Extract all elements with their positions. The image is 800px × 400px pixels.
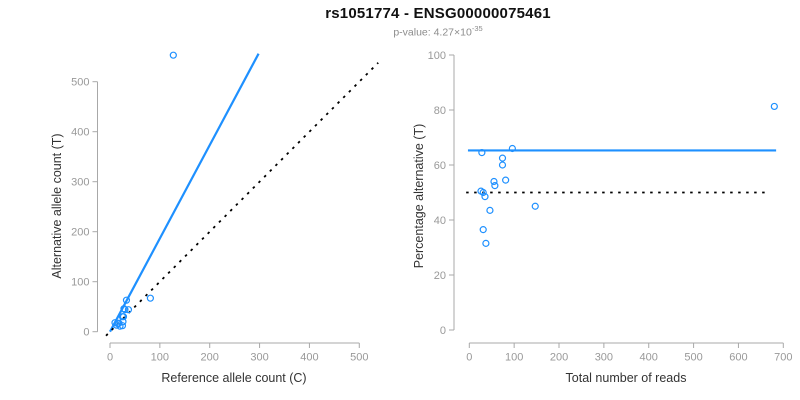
percentage-vs-reads-data-point — [498, 161, 507, 169]
percentage-vs-reads-x-tick-label: 400 — [640, 352, 658, 364]
figure-title: rs1051774 - ENSG00000075461 — [325, 5, 551, 22]
allele-counts-data-point — [169, 51, 177, 59]
allele-counts-data-point — [118, 322, 127, 330]
left-y-axis-title: Alternative allele count (T) — [50, 133, 64, 279]
allele-counts-x-tick-label: 400 — [300, 352, 318, 364]
allele-counts-y-tick-label: 500 — [71, 77, 89, 89]
percentage-vs-reads-data-point — [770, 102, 778, 111]
percentage-vs-reads-data-point — [498, 154, 507, 162]
allele-counts-x-tick-label: 100 — [151, 352, 169, 364]
figure-subtitle: p-value: 4.27×10-35 — [0, 24, 800, 39]
percentage-vs-reads-x-tick-label: 600 — [729, 352, 747, 364]
allele-counts-data-point — [146, 294, 154, 302]
percentage-vs-reads-data-point — [490, 177, 498, 186]
percentage-vs-reads-data-point — [486, 206, 494, 214]
percentage-vs-reads-data-point — [482, 239, 490, 247]
p-value-text: p-value: 4.27×10 — [393, 26, 472, 39]
allele-counts-data-point — [120, 305, 128, 313]
percentage-vs-reads-y-tick-label: 40 — [434, 215, 446, 227]
percentage-vs-reads-y-tick-label: 100 — [428, 50, 446, 62]
percentage-vs-reads-y-tick-label: 0 — [440, 325, 446, 337]
percentage-vs-reads-data-point — [479, 226, 487, 234]
percentage-vs-reads-data-point — [531, 202, 539, 210]
identity-line — [105, 62, 379, 337]
percentage-vs-reads-x-tick-label: 200 — [550, 352, 568, 364]
allele-counts-x-tick-label: 0 — [107, 352, 113, 364]
right-x-axis-title: Total number of reads — [565, 371, 687, 385]
percentage-vs-reads-x-tick-label: 0 — [466, 352, 472, 364]
allele-counts-x-tick-label: 500 — [350, 352, 368, 364]
percentage-vs-reads-x-tick-label: 100 — [505, 352, 523, 364]
percentage-vs-reads-y-tick-label: 60 — [434, 160, 446, 172]
percentage-vs-reads-y-tick-label: 80 — [434, 105, 446, 117]
allele-counts-y-tick-label: 300 — [71, 177, 89, 189]
percentage-vs-reads-data-point — [479, 188, 487, 197]
allele-counts-data-point — [122, 296, 131, 304]
p-value-exponent: -35 — [471, 24, 483, 33]
percentage-vs-reads-data-point — [508, 144, 516, 153]
allele-counts-x-tick-label: 200 — [201, 352, 219, 364]
allele-counts-y-tick-label: 0 — [83, 327, 89, 339]
allele-counts-x-tick-label: 300 — [250, 352, 268, 364]
allele-counts-y-tick-label: 200 — [71, 227, 89, 239]
left-x-axis-title: Reference allele count (C) — [161, 371, 307, 385]
allele-counts-data-point — [119, 313, 128, 321]
percentage-vs-reads-data-point — [478, 149, 486, 157]
percentage-vs-reads-x-tick-label: 500 — [684, 352, 702, 364]
allele-counts-data-point — [124, 306, 133, 314]
allele-counts-data-point — [121, 306, 129, 314]
right-y-axis-title: Percentage alternative (T) — [412, 123, 426, 269]
fit-line — [109, 53, 260, 333]
allele-counts-y-tick-label: 400 — [71, 127, 89, 139]
percentage-vs-reads-x-tick-label: 700 — [774, 352, 792, 364]
percentage-vs-reads-y-tick-label: 20 — [434, 270, 446, 282]
percentage-vs-reads-x-tick-label: 300 — [595, 352, 613, 364]
allele-counts-y-tick-label: 100 — [71, 277, 89, 289]
percentage-vs-reads-data-point — [491, 182, 499, 190]
percentage-vs-reads-data-point — [481, 193, 489, 201]
percentage-vs-reads-data-point — [502, 176, 510, 184]
